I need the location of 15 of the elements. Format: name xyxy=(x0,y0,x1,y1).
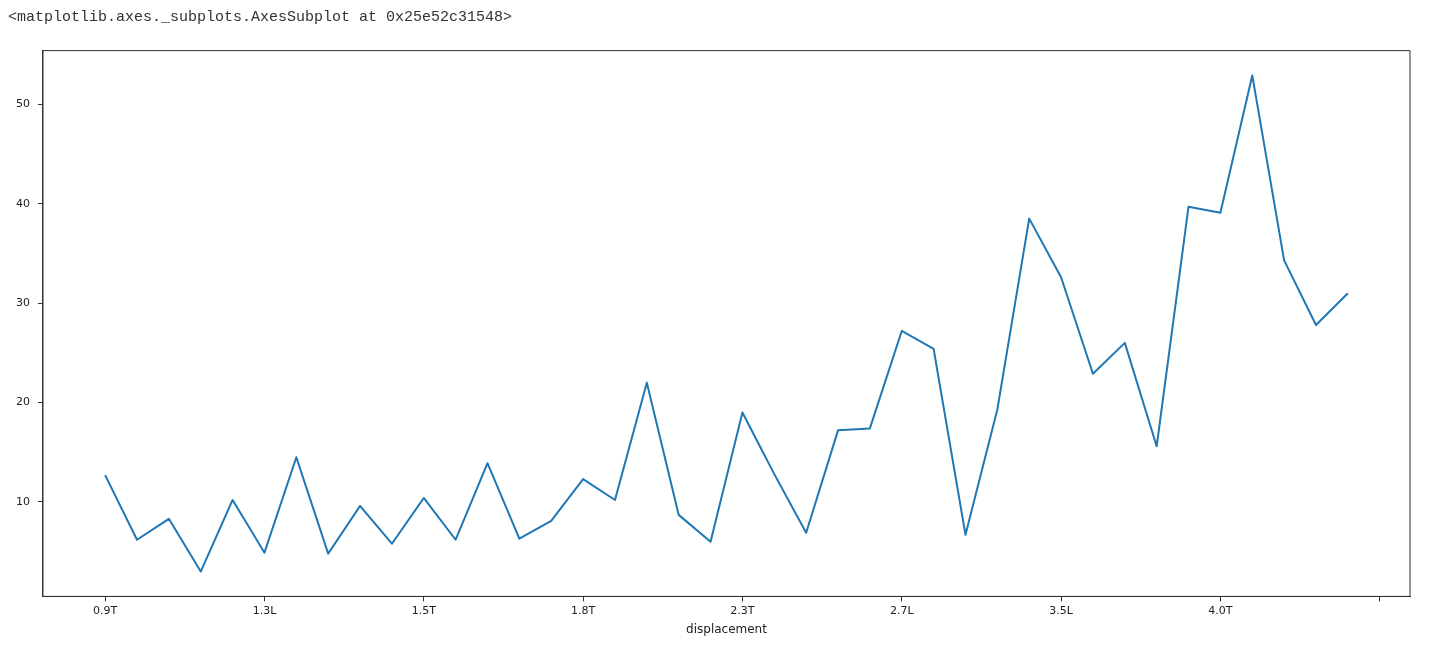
x-tick-label: 2.3T xyxy=(730,603,755,617)
y-tick-label: 30 xyxy=(16,295,30,309)
y-tick-label: 20 xyxy=(16,395,30,409)
text: <matplotlib.axes._subplots.AxesSubplot at 0x25e52c31548> xyxy=(8,8,514,28)
x-tick-label: 1.8T xyxy=(571,603,596,617)
y-tick-label: 50 xyxy=(16,97,30,111)
x-tick-label: 1.5T xyxy=(411,603,437,617)
y-tick-label: 40 xyxy=(16,196,30,210)
x-axis-title: displacement xyxy=(686,621,768,636)
x-tick-label: 2.7L xyxy=(889,603,915,617)
x-tick-label: 0.9T xyxy=(93,603,118,617)
x-tick-label: 4.0T xyxy=(1208,603,1233,617)
x-tick-label: 1.3L xyxy=(252,603,278,617)
y-tick-label: 10 xyxy=(16,494,30,508)
x-tick-label: 3.5L xyxy=(1049,603,1074,617)
